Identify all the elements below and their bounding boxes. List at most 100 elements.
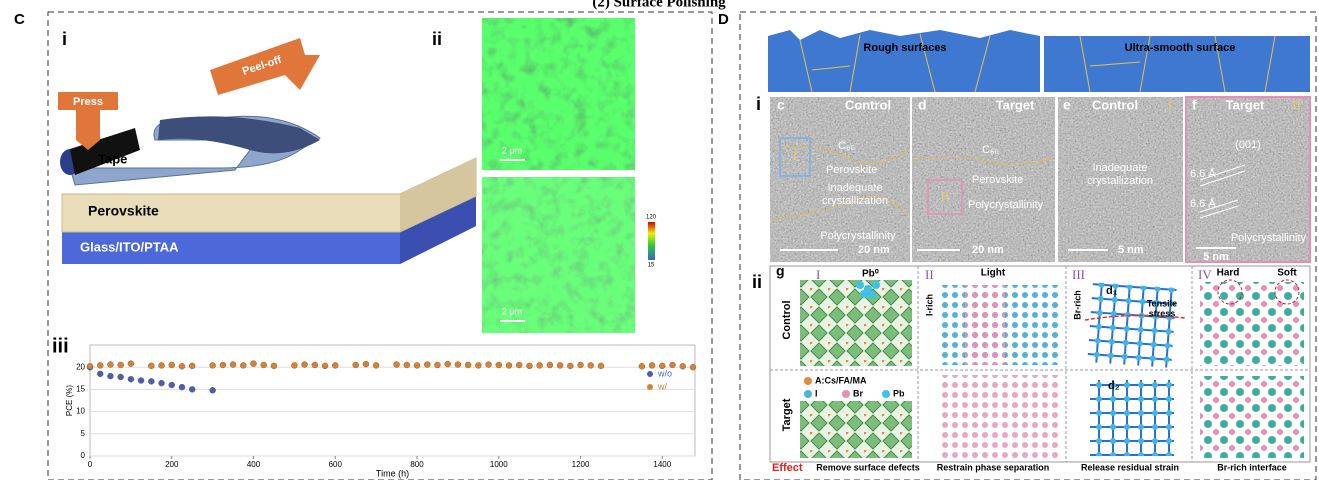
effect-label: Br-rich interface (1217, 462, 1287, 472)
data-point (210, 387, 216, 393)
scheme-label: d₂ (1108, 380, 1120, 392)
scale-label: 2 μm (502, 306, 522, 316)
data-point (169, 382, 175, 388)
lattice (1090, 380, 1174, 456)
legend-label: A:Cs/FA/MA (815, 375, 867, 385)
region-label: II (1292, 97, 1301, 112)
scheme-label: Pb⁰ (862, 269, 879, 280)
x-tick-label: 800 (410, 460, 424, 469)
region-label: I (1168, 97, 1172, 112)
x-tick-label: 400 (247, 460, 261, 469)
lattice (965, 285, 1005, 365)
data-point (189, 363, 195, 369)
scale-label: 5 nm (1203, 251, 1229, 263)
legend-dot (882, 390, 890, 398)
lattice (800, 280, 912, 366)
data-point (455, 362, 461, 368)
scheme-label: Light (981, 268, 1006, 279)
data-point (537, 362, 543, 368)
data-point (291, 362, 297, 368)
legend-marker (647, 371, 653, 377)
tape-peel (158, 116, 320, 153)
data-point (373, 362, 379, 368)
data-point (394, 362, 400, 368)
tem-label: Inadequate (1092, 162, 1147, 174)
region-label: II (941, 189, 950, 204)
data-point (97, 362, 103, 368)
panel-label: C (14, 11, 25, 28)
data-point (465, 362, 471, 368)
data-point (128, 376, 134, 382)
surface-rough (768, 30, 1040, 92)
legend-label: w/o (657, 368, 672, 378)
tem-label: Inadequate (827, 182, 882, 194)
y-tick-label: 0 (81, 451, 86, 460)
scheme-label: Br-rich (1072, 290, 1082, 320)
data-point (220, 362, 226, 368)
tem-label: C₆₀ (838, 140, 855, 152)
data-point (363, 361, 369, 367)
tem-label: crystallization (822, 195, 888, 207)
data-point (690, 364, 696, 370)
data-point (261, 362, 267, 368)
data-point (138, 378, 144, 384)
tem-letter: c (777, 97, 785, 113)
data-point (189, 386, 195, 392)
data-point (322, 363, 328, 369)
tem-label: Perovskite (972, 174, 1023, 186)
tem-label: Polycrystallinity (1231, 232, 1307, 244)
data-point (159, 362, 165, 368)
tem-title: Control (1092, 97, 1138, 112)
column-label: II (925, 267, 934, 282)
scale-label: 20 nm (972, 244, 1004, 256)
data-point (332, 362, 338, 368)
scheme-label: Tensile (1147, 298, 1177, 308)
sub-label: i (62, 29, 67, 49)
tem-title: Target (1226, 97, 1265, 112)
legend-dot (842, 390, 850, 398)
y-tick-label: 20 (76, 362, 85, 371)
tem-label: Polycrystallinity (968, 199, 1044, 211)
scale-label: 5 nm (1118, 244, 1144, 256)
data-point (240, 362, 246, 368)
data-point (557, 362, 563, 368)
legend-dot (804, 390, 812, 398)
y-tick-label: 5 (81, 429, 86, 438)
schematic-label: Press (73, 96, 103, 108)
row-label: Control (781, 300, 793, 339)
lattice (1200, 376, 1304, 458)
data-point (312, 362, 318, 368)
sub-label: ii (432, 29, 442, 49)
scale-label: 20 nm (858, 244, 890, 256)
tem-letter: d (918, 97, 927, 113)
legend-label: w/ (657, 381, 667, 391)
colorbar-label: 15 (648, 263, 655, 269)
plot-area (90, 345, 695, 456)
data-point (516, 362, 522, 368)
data-point (434, 362, 440, 368)
tem-letter: f (1192, 97, 1197, 113)
x-axis-label: Time (h) (376, 468, 409, 478)
column-label: III (1072, 267, 1085, 282)
legend-marker (647, 384, 653, 390)
y-tick-label: 10 (76, 407, 85, 416)
effect-label: Release residual strain (1081, 462, 1179, 472)
legend-label: Pb (893, 388, 905, 398)
data-point (302, 362, 308, 368)
effect-label: Remove surface defects (816, 462, 920, 472)
data-point (567, 363, 573, 369)
data-point (588, 362, 594, 368)
data-point (107, 373, 113, 379)
data-point (159, 380, 165, 386)
scheme-letter: g (776, 263, 785, 279)
data-point (424, 362, 430, 368)
data-point (639, 363, 645, 369)
data-point (680, 363, 686, 369)
lattice (1087, 282, 1176, 368)
data-point (649, 362, 655, 368)
sub-label: iii (52, 335, 69, 357)
tem-label: crystallization (1087, 175, 1153, 187)
data-point (169, 362, 175, 368)
data-point (97, 371, 103, 377)
